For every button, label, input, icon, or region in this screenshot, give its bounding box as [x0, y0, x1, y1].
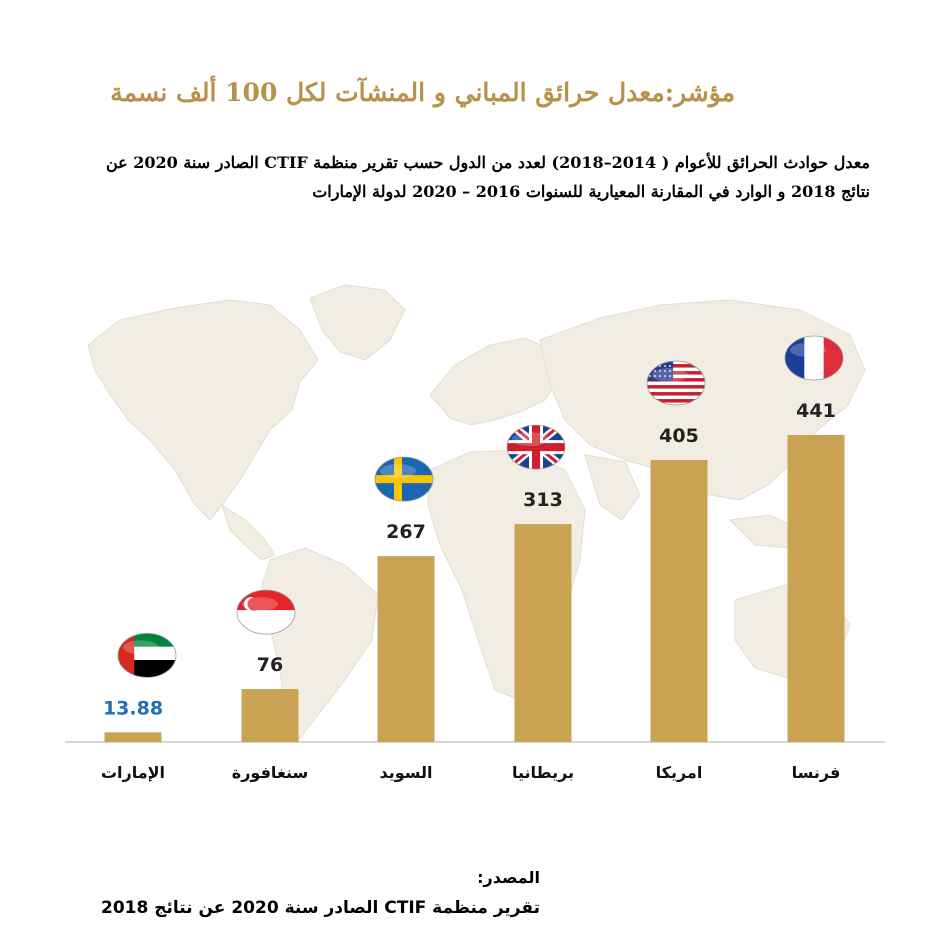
- category-label-1: سنغافورة: [232, 763, 308, 782]
- bars-group: [104, 435, 845, 742]
- bar-5: [787, 435, 845, 742]
- category-label-5: فرنسا: [792, 763, 841, 782]
- labels-group: 13.88 الإمارات 76 سنغافورة 267 السويد 313 بريطا…: [101, 400, 840, 782]
- value-label-4: 405: [659, 425, 699, 447]
- category-label-0: الإمارات: [101, 763, 165, 782]
- bar-0: [104, 732, 162, 742]
- sweden-flag-icon: [374, 456, 434, 502]
- category-label-2: السويد: [379, 763, 432, 782]
- bar-2: [377, 556, 435, 742]
- value-label-1: 76: [257, 654, 283, 676]
- world-map-background: [87, 284, 866, 741]
- value-label-0: 13.88: [103, 697, 163, 719]
- uae-flag-icon: [117, 632, 177, 678]
- singapore-flag-icon: [236, 589, 296, 635]
- page-title: مؤشر:معدل حرائق المباني و المنشآت لكل 10…: [110, 78, 735, 107]
- source-label: المصدر:: [477, 868, 540, 887]
- value-label-3: 313: [523, 489, 563, 511]
- uk-flag-icon: [506, 424, 566, 470]
- source-text: تقرير منظمة CTIF الصادر سنة 2020 عن نتائ…: [101, 898, 540, 918]
- value-label-2: 267: [386, 521, 426, 543]
- flags-group: [117, 335, 844, 678]
- bar-1: [241, 689, 299, 742]
- bar-4: [650, 460, 708, 742]
- usa-flag-icon: [646, 360, 706, 406]
- category-label-4: امريكا: [656, 763, 703, 782]
- chart-description: معدل حوادث الحرائق للأعوام ( 2014–2018) …: [105, 153, 870, 201]
- bar-3: [514, 524, 572, 742]
- france-flag-icon: [784, 335, 844, 381]
- value-label-5: 441: [796, 400, 836, 422]
- category-label-3: بريطانيا: [512, 763, 574, 782]
